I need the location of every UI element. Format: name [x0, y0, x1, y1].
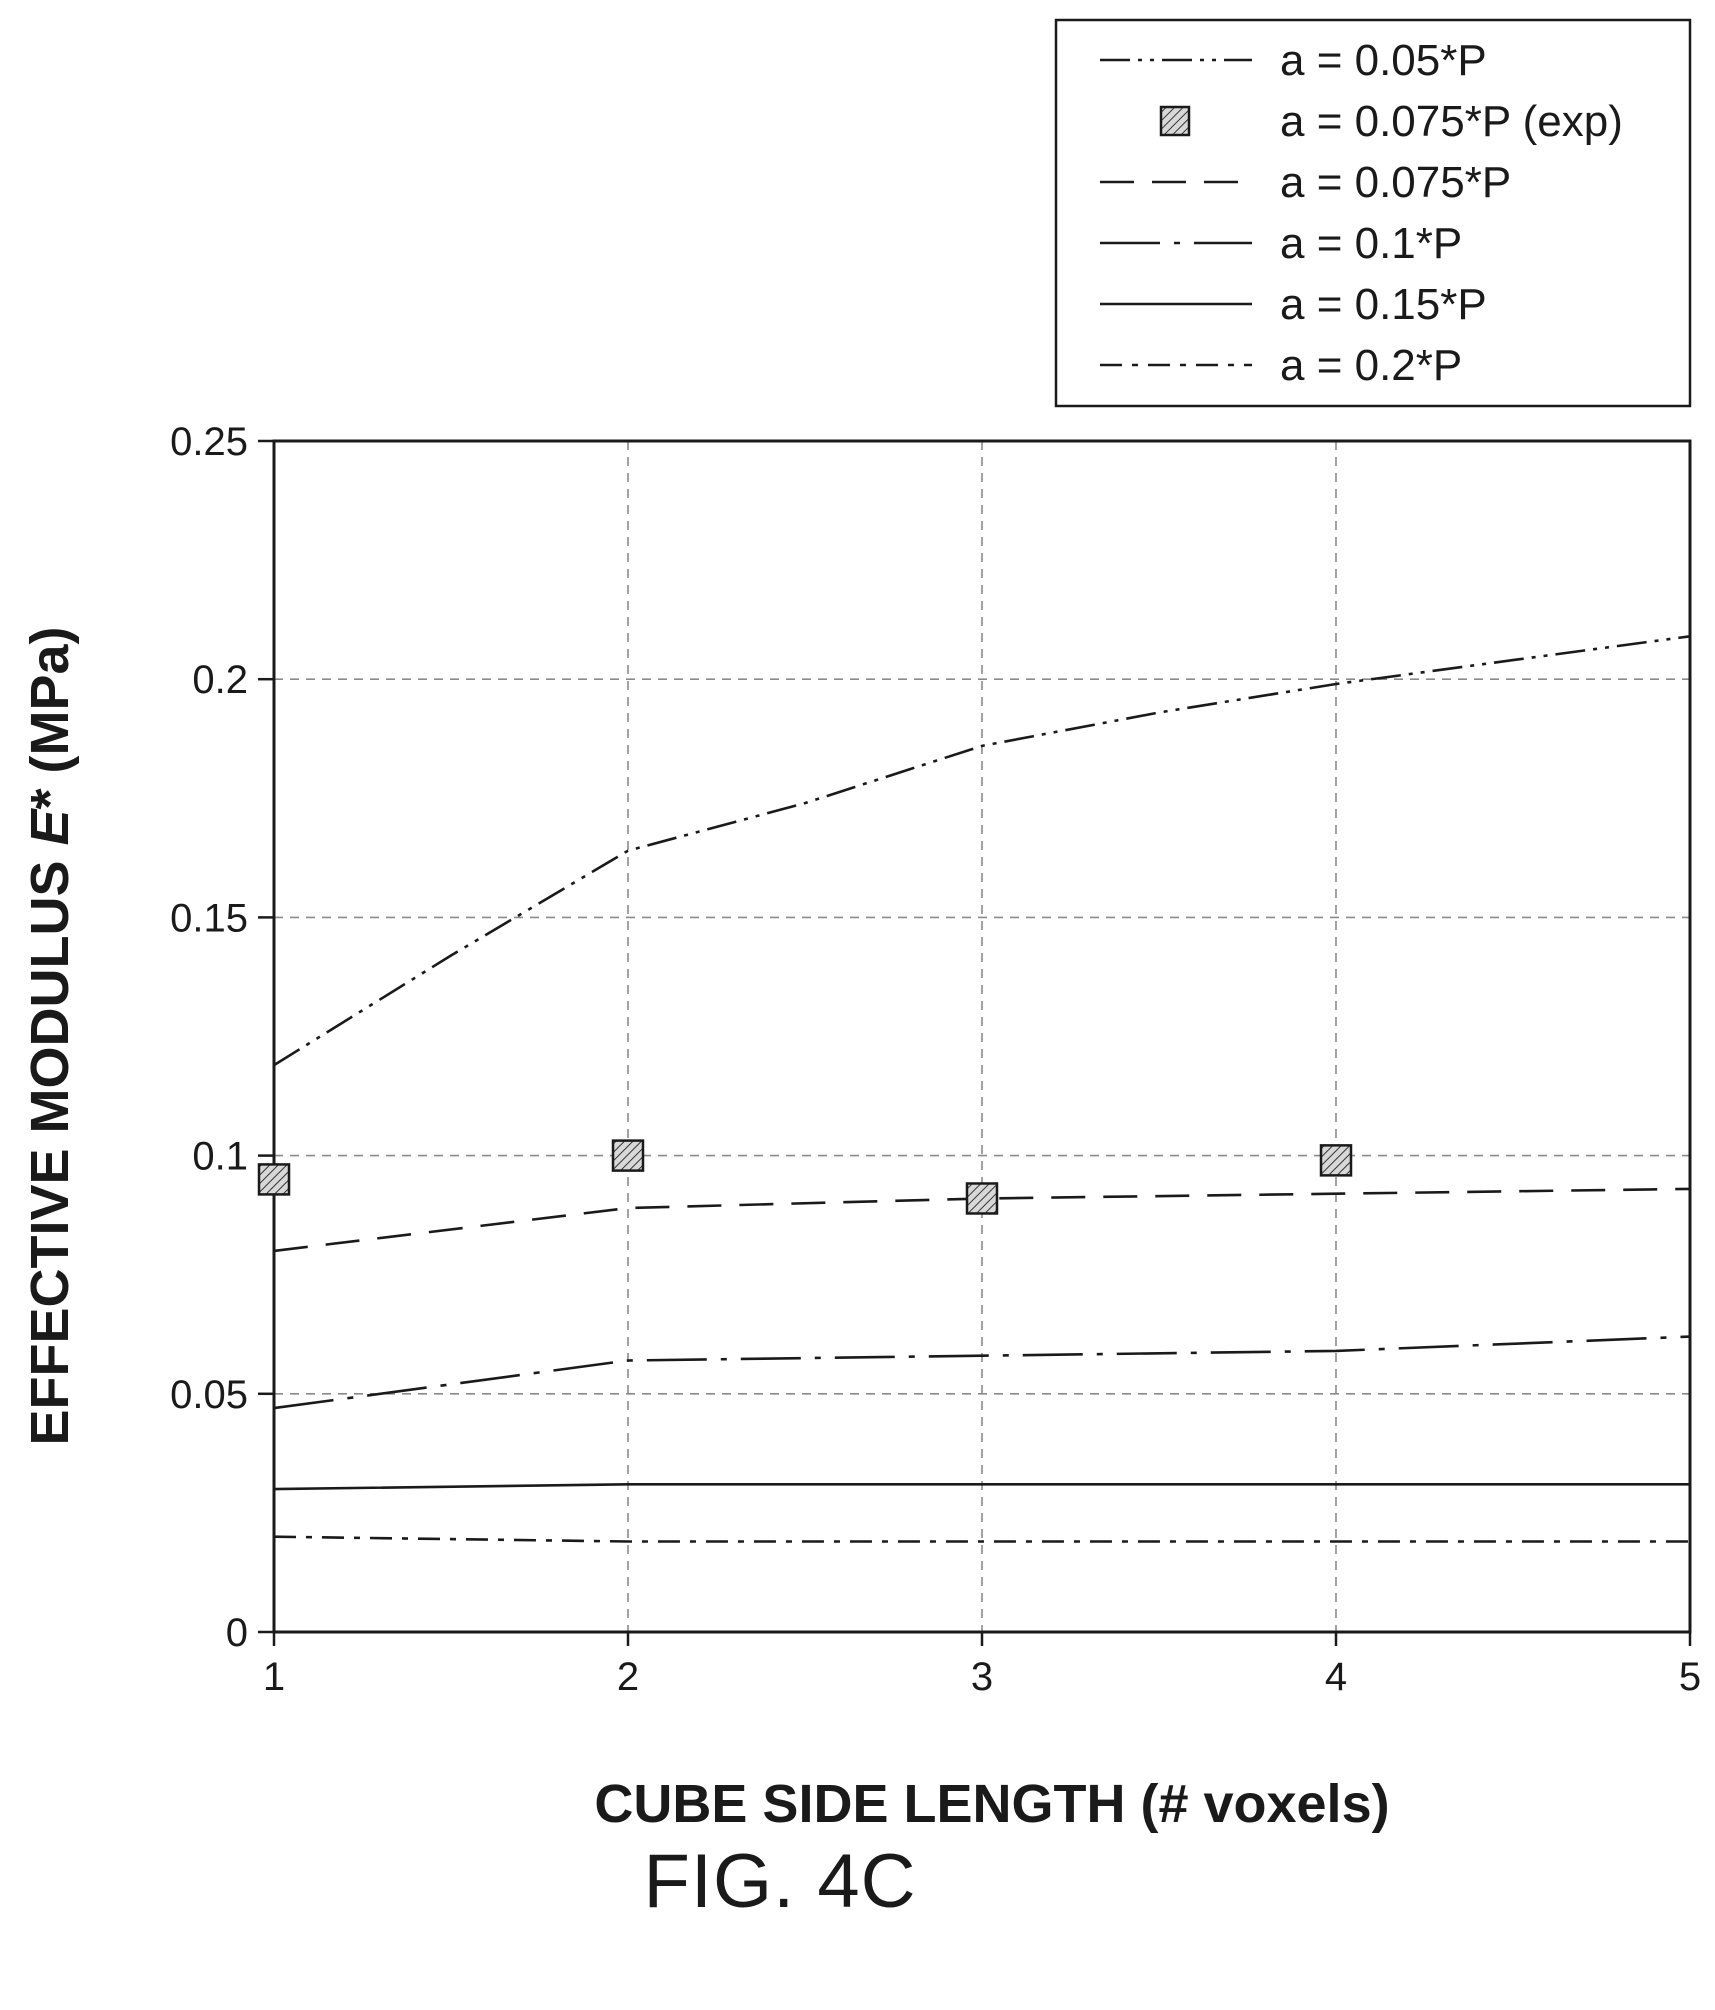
x-tick-label: 1: [263, 1655, 285, 1699]
series-line-5: [273, 1535, 1690, 1543]
legend-entry: a = 0.075*P (exp): [1280, 97, 1623, 146]
data-point: [965, 1182, 999, 1215]
y-tick-label: 0.05: [170, 1373, 248, 1417]
series-line-2: [273, 1187, 1691, 1253]
legend-box: [1054, 18, 1692, 408]
figure-label: FIG. 4C: [643, 1839, 917, 1924]
data-point: [1319, 1144, 1353, 1177]
legend-swatch-marker: [1159, 105, 1191, 137]
y-axis-label: EFFECTIVE MODULUS E* (MPa): [20, 626, 80, 1445]
axis-labels: 1 2 3 4 5 0 0.05 0.1 0.15 0.2 0.25 CUBE SIDE LENGTH…: [20, 420, 1701, 1834]
legend-entry: a = 0.1*P: [1280, 219, 1462, 268]
legend-entry: a = 0.05*P: [1280, 36, 1487, 85]
y-axis-label-suffix: * (MPa): [20, 626, 80, 809]
legend-entry: a = 0.15*P: [1280, 280, 1487, 329]
y-axis-label-prefix: EFFECTIVE MODULUS: [20, 846, 80, 1446]
series-line-4: [273, 1483, 1690, 1491]
x-tick-label: 5: [1679, 1655, 1701, 1699]
y-tick-label: 0.15: [170, 896, 248, 940]
y-axis-label-symbol: E: [20, 808, 80, 846]
x-tick-label: 2: [617, 1655, 639, 1699]
grid-lines: [274, 441, 1690, 1632]
y-tick-label: 0.25: [170, 420, 248, 464]
legend: a = 0.05*P a = 0.075*P (exp) a = 0.075*P a …: [1054, 18, 1692, 408]
data-markers: [257, 1139, 1353, 1215]
data-point: [257, 1163, 291, 1196]
series-line-0: [273, 635, 1691, 1067]
data-point: [611, 1139, 645, 1172]
legend-entry: a = 0.075*P: [1280, 158, 1511, 207]
axes: [258, 439, 1692, 1646]
series-lines: [273, 635, 1691, 1543]
series-line-3: [273, 1335, 1691, 1410]
y-tick-label: 0.2: [192, 658, 248, 702]
y-tick-label: 0: [226, 1611, 248, 1655]
y-tick-label: 0.1: [192, 1135, 248, 1179]
x-axis-label: CUBE SIDE LENGTH (# voxels): [594, 1774, 1389, 1834]
x-tick-label: 3: [971, 1655, 993, 1699]
legend-entry: a = 0.2*P: [1280, 341, 1462, 390]
x-tick-label: 4: [1325, 1655, 1347, 1699]
